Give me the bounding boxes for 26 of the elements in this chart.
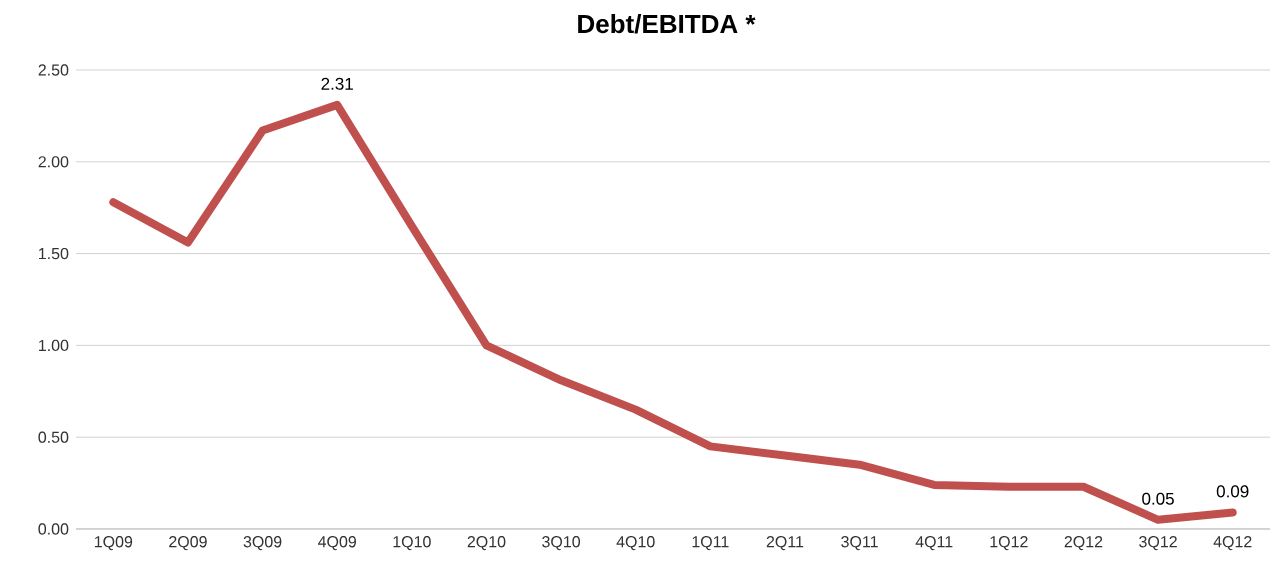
x-tick-label: 1Q12 (990, 536, 1028, 551)
data-label: 2.31 (321, 77, 353, 90)
x-tick-label: 3Q09 (243, 536, 282, 551)
x-tick-label: 1Q10 (393, 536, 431, 551)
y-tick-label: 0.50 (38, 431, 69, 443)
y-tick-label: 1.00 (39, 339, 69, 352)
x-tick-label: 2Q10 (467, 536, 506, 551)
x-tick-label: 1Q11 (692, 536, 729, 551)
y-tick-label: 1.50 (39, 247, 69, 260)
x-tick-label: 4Q10 (616, 536, 655, 551)
data-label: 0.05 (1142, 492, 1174, 505)
x-tick-label: 3Q12 (1139, 536, 1177, 551)
y-tick-label: 0.00 (38, 523, 69, 535)
x-tick-label: 4Q12 (1213, 536, 1252, 551)
chart-title: Debt/EBITDA * (578, 14, 756, 34)
y-tick-label: 2.00 (38, 156, 69, 168)
x-tick-label: 2Q09 (169, 536, 207, 551)
x-tick-label: 1Q09 (94, 536, 133, 551)
y-tick-label: 2.50 (38, 64, 69, 76)
x-tick-label: 4Q11 (915, 536, 953, 551)
x-tick-label: 2Q11 (766, 536, 804, 551)
x-tick-label: 4Q09 (318, 536, 356, 551)
x-tick-label: 2Q12 (1064, 536, 1103, 551)
data-label: 0.09 (1216, 485, 1249, 498)
x-tick-label: 3Q11 (841, 536, 878, 551)
x-tick-label: 3Q10 (542, 536, 581, 551)
